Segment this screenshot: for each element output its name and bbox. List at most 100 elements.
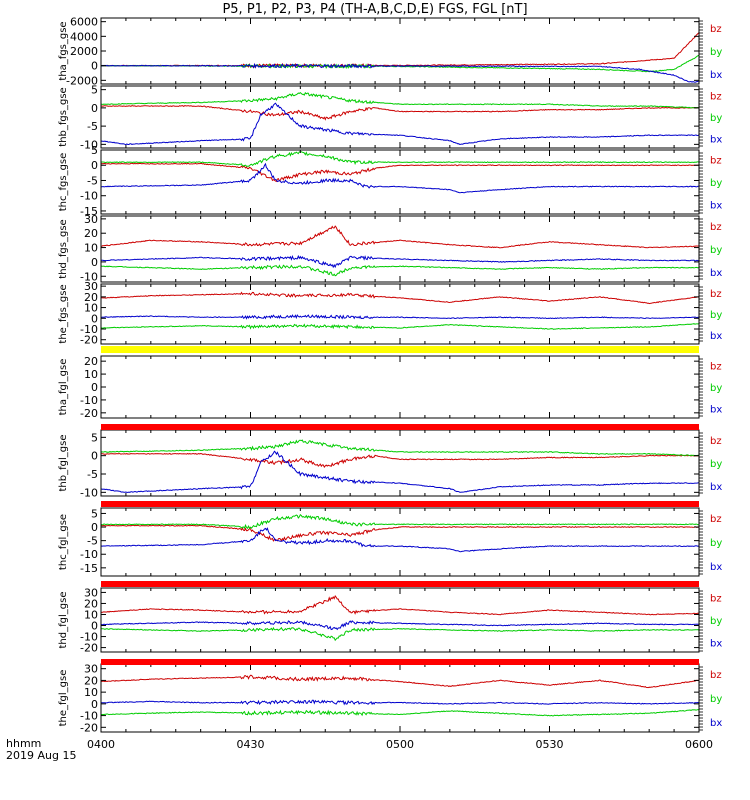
panel-frame (100, 149, 700, 215)
legend-label-bx: bx (710, 135, 722, 146)
y-tick-label: -10 (80, 138, 98, 151)
panel-ylabel: thc_fgl_gse (58, 514, 69, 570)
legend-label-by: by (710, 616, 722, 627)
y-tick-label: 30 (84, 586, 98, 599)
panel-frame (100, 355, 700, 419)
x-tick-label: 0500 (386, 738, 414, 751)
y-tick-label: 20 (84, 291, 98, 304)
y-tick-label: 0 (91, 521, 98, 534)
series-line-by (101, 54, 699, 73)
y-tick-label: 5 (91, 431, 98, 444)
panel-ylabel: thb_fgl_gse (58, 435, 69, 492)
y-tick-label: 0 (91, 381, 98, 394)
legend-label-bx: bx (710, 718, 722, 729)
y-tick-label: 5 (91, 84, 98, 97)
y-tick-label: 6000 (70, 16, 98, 29)
y-tick-label: -10 (80, 394, 98, 407)
y-tick-label: 10 (84, 242, 98, 255)
legend-label-bz: bz (710, 156, 722, 167)
status-bar (101, 581, 699, 587)
y-tick-label: -5 (87, 174, 98, 187)
panel-ylabel: tha_fgl_gse (58, 359, 69, 416)
panel-frame (100, 507, 700, 577)
legend-label-by: by (710, 245, 722, 256)
y-tick-label: -10 (80, 486, 98, 499)
series-line-by (101, 709, 699, 717)
series-line-bz (101, 594, 699, 616)
legend-label-bx: bx (710, 638, 722, 649)
panel-frame (100, 429, 700, 497)
panel-frame (100, 283, 700, 345)
series-line-by (101, 151, 699, 167)
legend-label-by: by (710, 383, 722, 394)
status-bar (101, 424, 699, 430)
series-line-by (101, 626, 699, 642)
legend-label-bx: bx (710, 268, 722, 279)
legend-label-bx: bx (710, 331, 722, 342)
series-line-by (101, 514, 699, 530)
series-line-bx (101, 254, 699, 269)
legend-label-by: by (710, 47, 722, 58)
y-tick-label: -20 (80, 721, 98, 734)
y-tick-label: 4000 (70, 30, 98, 43)
y-tick-label: 0 (91, 256, 98, 269)
legend-label-bz: bz (710, 514, 722, 525)
y-tick-label: -10 (80, 631, 98, 644)
date-label: 2019 Aug 15 (6, 749, 77, 762)
series-line-by (101, 91, 699, 109)
y-tick-label: 0 (91, 698, 98, 711)
y-tick-label: 10 (84, 686, 98, 699)
series-line-bx (101, 620, 699, 631)
y-tick-label: 30 (84, 280, 98, 293)
y-tick-label: 0 (91, 102, 98, 115)
legend-label-bx: bx (710, 482, 722, 493)
panel-ylabel: the_fgl_gse (58, 670, 69, 727)
y-tick-label: -20 (80, 642, 98, 655)
y-tick-label: 5 (91, 144, 98, 157)
y-tick-label: -5 (87, 535, 98, 548)
y-tick-label: 10 (84, 302, 98, 315)
y-tick-label: -2000 (66, 74, 98, 87)
y-tick-label: 5 (91, 507, 98, 520)
series-line-bz (101, 32, 699, 69)
legend-label-by: by (710, 694, 722, 705)
y-tick-label: 30 (84, 663, 98, 676)
panel-frame (100, 85, 700, 149)
y-tick-label: -20 (80, 407, 98, 420)
legend-label-by: by (710, 538, 722, 549)
y-tick-label: 0 (91, 620, 98, 633)
series-line-bx (101, 699, 699, 706)
x-tick-label: 0400 (87, 738, 115, 751)
panel-ylabel: thd_fgl_gse (58, 592, 69, 649)
legend-label-bx: bx (710, 405, 722, 416)
series-line-by (101, 264, 699, 277)
legend-label-by: by (710, 459, 722, 470)
series-line-bz (101, 291, 699, 305)
legend-label-by: by (710, 310, 722, 321)
series-line-bx (101, 162, 699, 194)
legend-label-by: by (710, 178, 722, 189)
y-tick-label: 30 (84, 213, 98, 226)
legend-label-bz: bz (710, 594, 722, 605)
series-line-bx (101, 527, 699, 553)
legend-label-bx: bx (710, 562, 722, 573)
series-line-bx (101, 102, 699, 146)
chart-title: P5, P1, P2, P3, P4 (TH-A,B,C,D,E) FGS, F… (222, 2, 528, 17)
panel-frame (100, 17, 700, 85)
series-line-bz (101, 674, 699, 689)
panel-ylabel: thd_fgs_gse (58, 219, 69, 278)
y-tick-label: 20 (84, 674, 98, 687)
panel-ylabel: thb_fgs_gse (58, 87, 69, 146)
y-tick-label: 2000 (70, 45, 98, 58)
y-tick-label: 0 (91, 60, 98, 73)
legend-label-bz: bz (710, 222, 722, 233)
legend-label-bz: bz (710, 91, 722, 102)
time-axis-label: hhmm (6, 737, 42, 750)
series-line-bz (101, 225, 699, 249)
y-tick-label: -5 (87, 468, 98, 481)
legend-label-by: by (710, 113, 722, 124)
panel-ylabel: tha_fgs_gse (58, 21, 69, 80)
y-tick-label: 20 (84, 597, 98, 610)
legend-label-bx: bx (710, 70, 722, 81)
